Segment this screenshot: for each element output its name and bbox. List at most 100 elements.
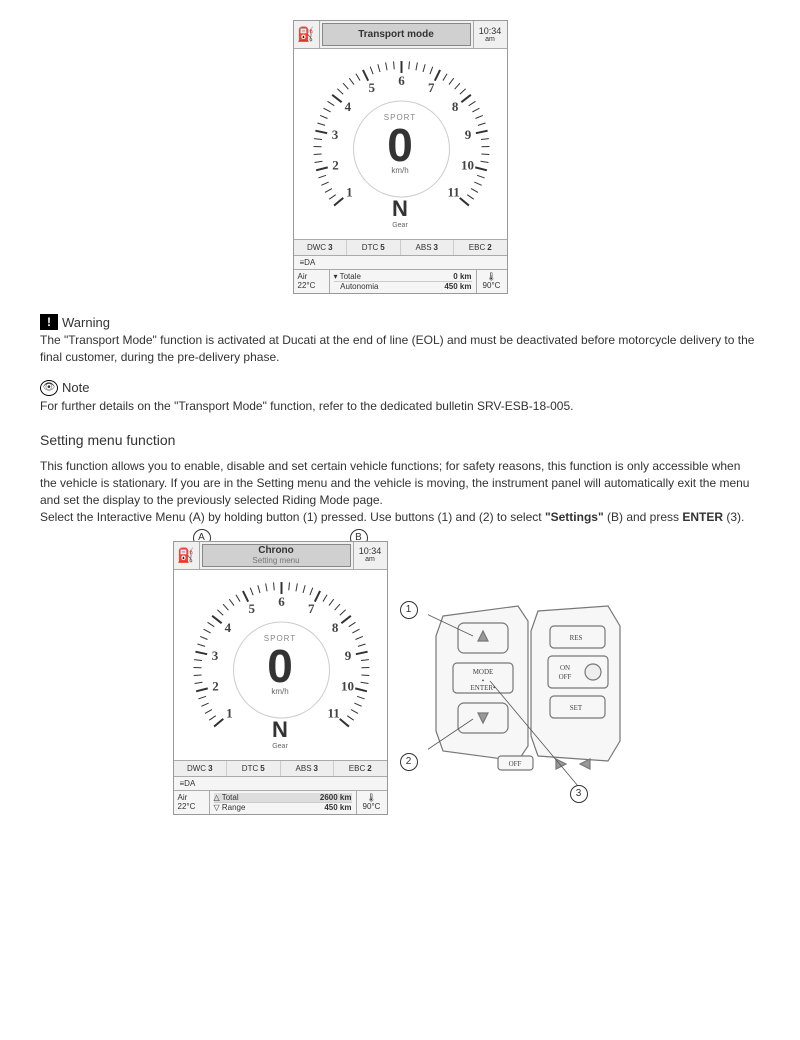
mode-label: MODE: [472, 668, 493, 676]
svg-text:3: 3: [211, 647, 218, 662]
svg-text:7: 7: [308, 600, 315, 615]
clock: 10:34 am: [353, 542, 387, 569]
lights-mode: A: [190, 779, 195, 788]
callout-1: 1: [400, 601, 418, 619]
svg-text:4: 4: [344, 99, 351, 114]
trip1-label: Totale: [340, 272, 361, 281]
clock-ampm: am: [485, 36, 495, 43]
clock: 10:34 am: [473, 21, 507, 48]
abs-cell: ABS3: [401, 240, 455, 255]
info-row: Air 22°C △ Total2600 km ▽ Range450 km 🌡 …: [174, 790, 387, 814]
speed-unit: km/h: [235, 687, 325, 696]
svg-text:8: 8: [451, 99, 458, 114]
note-label: Note: [62, 380, 89, 395]
air-cell: Air 22°C: [294, 270, 330, 293]
svg-text:8: 8: [331, 620, 338, 635]
lights-row: ≡DA: [294, 255, 507, 269]
gear-value: N: [392, 196, 408, 222]
svg-text:7: 7: [428, 80, 435, 95]
svg-text:1: 1: [346, 185, 353, 200]
headlight-icon: ≡D: [180, 779, 190, 788]
warning-label: Warning: [62, 315, 110, 330]
lights-row: ≡DA: [174, 776, 387, 790]
headlight-icon: ≡D: [300, 258, 310, 267]
enter-label: ENTER•: [470, 684, 496, 692]
switchgear-diagram: MODE • ENTER• RES ON OFF SET OFF: [428, 591, 628, 791]
trip1-value: 0 km: [453, 272, 471, 281]
clock-ampm: am: [365, 556, 375, 563]
lights-mode: A: [310, 258, 315, 267]
dwc-cell: DWC3: [294, 240, 348, 255]
air-label: Air: [178, 793, 205, 802]
svg-text:3: 3: [331, 127, 338, 142]
dashboard-2: ⛽ Chrono Setting menu 10:34 am 123456789…: [173, 541, 388, 815]
callout-2: 2: [400, 753, 418, 771]
trip-cell: ▾ Totale0 km Autonomia450 km: [330, 270, 477, 293]
dtc-cell: DTC5: [227, 761, 281, 776]
air-label: Air: [298, 272, 325, 281]
dashboard-1: ⛽ Transport mode 10:34 am 1234567891011 …: [293, 20, 508, 294]
clock-time: 10:34: [359, 547, 382, 556]
gear-indicator: N Gear: [272, 717, 288, 750]
trip1-value: 2600 km: [320, 793, 352, 802]
off-label: OFF: [558, 673, 571, 681]
svg-text:2: 2: [212, 678, 219, 693]
thermometer-icon: 🌡: [481, 272, 503, 281]
header-mode-label: Chrono Setting menu: [202, 544, 351, 567]
air-unit: °C: [306, 281, 315, 290]
setting-heading: Setting menu function: [40, 432, 760, 448]
gauge-center: SPORT 0 km/h: [355, 113, 445, 175]
temp-cell: 🌡 90°C: [357, 791, 387, 814]
clock-time: 10:34: [479, 27, 502, 36]
svg-text:6: 6: [278, 594, 285, 609]
dash1-header: ⛽ Transport mode 10:34 am: [294, 21, 507, 49]
svg-text:10: 10: [460, 157, 473, 172]
svg-text:9: 9: [344, 647, 351, 662]
svg-text:10: 10: [340, 678, 353, 693]
thermometer-icon: 🌡: [361, 793, 383, 802]
gauge-center: SPORT 0 km/h: [235, 634, 325, 696]
trip-cell: △ Total2600 km ▽ Range450 km: [210, 791, 357, 814]
header-mode-label: Transport mode: [322, 23, 471, 46]
ebc-cell: EBC2: [334, 761, 387, 776]
info-row: Air 22°C ▾ Totale0 km Autonomia450 km 🌡 …: [294, 269, 507, 293]
temp-unit: °C: [491, 281, 500, 290]
tachometer-gauge: 1234567891011 SPORT 0 km/h N Gear: [174, 570, 387, 760]
trip2-label: Range: [222, 803, 246, 812]
trip2-label: Autonomia: [340, 282, 378, 291]
air-cell: Air 22°C: [174, 791, 210, 814]
fuel-icon: ⛽: [294, 21, 320, 48]
warning-block: ! Warning The "Transport Mode" function …: [40, 314, 760, 366]
svg-text:5: 5: [368, 80, 375, 95]
warning-text: The "Transport Mode" function is activat…: [40, 332, 760, 366]
svg-text:6: 6: [398, 73, 405, 88]
set-label: SET: [569, 704, 582, 712]
trip2-value: 450 km: [324, 803, 351, 812]
dashboard-2-wrap: A B ⛽ Chrono Setting menu 10:34 am: [173, 541, 388, 815]
on-label: ON: [559, 664, 569, 672]
trip1-label: Total: [222, 793, 239, 802]
gear-value: N: [272, 717, 288, 743]
dwc-cell: DWC3: [174, 761, 228, 776]
note-text: For further details on the "Transport Mo…: [40, 398, 760, 415]
fuel-icon: ⛽: [174, 542, 200, 569]
speed-value: 0: [355, 122, 445, 168]
dtc-cell: DTC5: [347, 240, 401, 255]
temp-unit: °C: [371, 802, 380, 811]
ebc-cell: EBC2: [454, 240, 507, 255]
abs-cell: ABS3: [281, 761, 335, 776]
figure-2: A B ⛽ Chrono Setting menu 10:34 am: [40, 541, 760, 815]
tachometer-gauge: 1234567891011 SPORT 0 km/h N Gear: [294, 49, 507, 239]
figure-1: ⛽ Transport mode 10:34 am 1234567891011 …: [40, 20, 760, 294]
svg-text:2: 2: [332, 157, 339, 172]
svg-text:11: 11: [447, 185, 459, 200]
gear-label: Gear: [272, 743, 288, 750]
res-label: RES: [569, 634, 582, 642]
traction-stats-row: DWC3 DTC5 ABS3 EBC2: [174, 760, 387, 776]
air-unit: °C: [186, 802, 195, 811]
off2-label: OFF: [508, 760, 521, 768]
svg-text:9: 9: [464, 127, 471, 142]
warning-icon: !: [40, 314, 58, 330]
dash2-header: ⛽ Chrono Setting menu 10:34 am: [174, 542, 387, 570]
svg-text:1: 1: [226, 705, 233, 720]
